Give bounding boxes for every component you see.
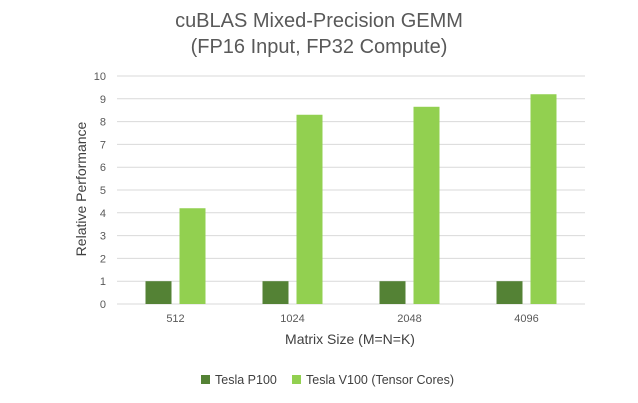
bar-tesla-p100-512 [145,281,172,304]
y-tick-labels: 0 1 2 3 4 5 6 7 8 9 10 [94,71,106,311]
legend-label-tesla-v100: Tesla V100 (Tensor Cores) [306,373,454,387]
y-tick-label: 5 [100,185,106,197]
bar-tesla-v100-tensor-cores-2048 [413,106,440,304]
y-tick-label: 4 [100,208,106,220]
x-tick-label: 4096 [514,313,538,325]
legend-swatch-tesla-p100 [201,375,210,384]
bar-tesla-p100-2048 [379,281,406,304]
y-tick-label: 9 [100,94,106,106]
y-tick-label: 8 [100,117,106,129]
x-tick-label: 2048 [397,313,421,325]
x-tick-labels: 512 1024 2048 4096 [166,313,538,325]
y-tick-label: 7 [100,139,106,151]
bars [145,94,557,305]
legend-label-tesla-p100: Tesla P100 [215,373,277,387]
y-tick-label: 3 [100,231,106,243]
legend: Tesla P100 Tesla V100 (Tensor Cores) [201,373,454,387]
bar-tesla-v100-tensor-cores-4096 [530,94,557,305]
x-tick-label: 512 [166,313,184,325]
x-axis-label: Matrix Size (M=N=K) [285,331,415,347]
y-tick-label: 0 [100,299,106,311]
y-tick-label: 6 [100,162,106,174]
y-axis-label: Relative Performance [73,121,89,256]
chart-title-line-2: (FP16 Input, FP32 Compute) [191,36,448,58]
chart-title-line-1: cuBLAS Mixed-Precision GEMM [175,10,463,32]
legend-swatch-tesla-v100 [292,375,301,384]
y-tick-label: 1 [100,276,106,288]
x-tick-label: 1024 [280,313,304,325]
bar-tesla-v100-tensor-cores-512 [179,208,206,304]
y-tick-label: 2 [100,253,106,265]
bar-tesla-p100-1024 [262,281,289,304]
bar-tesla-p100-4096 [496,281,523,304]
bar-tesla-v100-tensor-cores-1024 [296,114,323,304]
y-tick-label: 10 [94,71,106,83]
